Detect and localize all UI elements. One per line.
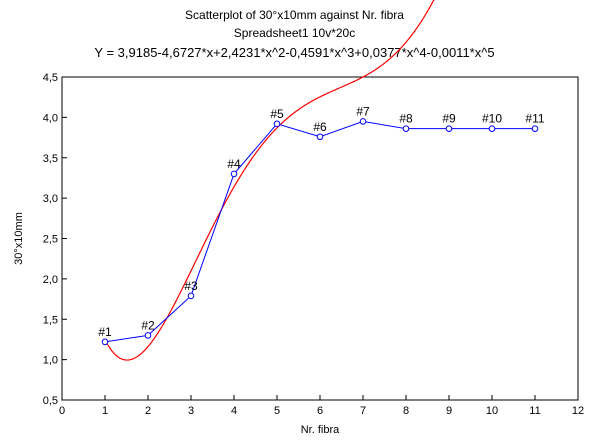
point-label: #8 [399,112,413,126]
fit-curve [104,0,435,361]
y-tick-label: 2,0 [43,274,58,286]
axis-ticks: 0 1 2 3 4 5 6 7 8 9 10 11 120,51,01,52,02,53,03,54,0… [43,72,584,417]
point-label: #10 [482,112,502,126]
data-point [144,332,152,339]
point-label: #6 [313,120,327,134]
x-tick-label: 1 [102,405,108,417]
y-axis-label: 30°x10mm [13,212,25,265]
point-label: #9 [442,112,456,126]
x-tick-label: 2 [145,405,151,417]
chart-subtitle: Spreadsheet1 10v*20c [233,26,356,40]
y-tick-label: 4,5 [43,72,58,84]
point-label: #3 [184,279,198,293]
point-label: #4 [227,157,241,171]
data-point [402,125,410,132]
x-tick-label: 6 [317,405,323,417]
y-tick-label: 3,0 [43,193,58,205]
x-tick-label: 0 [59,405,65,417]
x-tick-label: 9 [446,405,452,417]
x-tick-label: 10 [486,405,498,417]
point-label: #11 [525,112,544,126]
data-point [531,125,539,132]
x-tick-label: 12 [572,405,584,417]
data-series [101,118,539,346]
x-axis-label: Nr. fibra [301,424,340,436]
fit-equation: Y = 3,9185-4,6727*x+2,4231*x^2-0,4591*x^… [94,45,495,60]
x-tick-label: 11 [529,405,540,417]
data-point [488,125,496,132]
x-tick-label: 5 [274,405,280,417]
y-tick-label: 4,0 [43,112,58,124]
x-tick-label: 3 [188,405,194,417]
y-tick-label: 1,5 [43,314,58,326]
fit-curve-group [104,0,435,361]
data-point [230,170,238,178]
series-line [104,120,535,343]
data-point [273,120,281,128]
data-point [316,133,324,141]
y-tick-label: 0,5 [43,395,58,407]
point-label: #5 [270,107,284,121]
point-label: #2 [141,318,155,332]
y-tick-label: 3,5 [43,153,58,165]
y-tick-label: 2,5 [43,234,58,246]
data-point [359,118,367,125]
data-point [187,292,195,300]
point-labels: #1 #2 #3 #4 #5 #6 #7 #8 #9 #10 #11 [98,104,545,338]
point-label: #1 [98,325,112,339]
chart-title: Scatterplot of 30°x10mm against Nr. fibr… [185,8,404,22]
data-point [445,125,453,132]
point-label: #7 [356,104,370,118]
x-tick-label: 7 [360,405,366,417]
y-tick-label: 1,0 [43,355,58,367]
x-tick-label: 8 [403,405,409,417]
data-point [101,338,109,346]
x-tick-label: 4 [231,405,237,417]
